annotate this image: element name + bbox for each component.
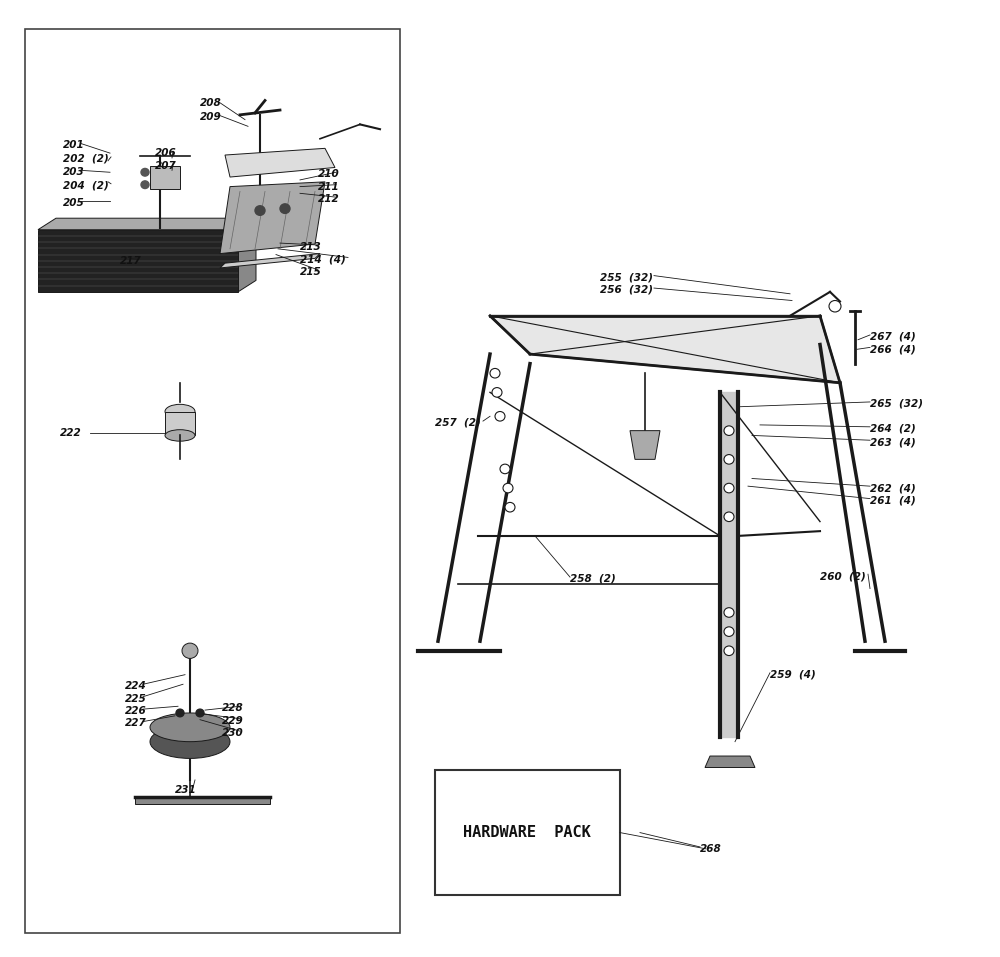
Text: 264  (2): 264 (2) — [870, 424, 916, 434]
Circle shape — [500, 464, 510, 474]
Circle shape — [492, 388, 502, 397]
Text: 258  (2): 258 (2) — [570, 574, 616, 584]
Text: 201: 201 — [63, 141, 85, 150]
Circle shape — [176, 709, 184, 717]
Circle shape — [724, 426, 734, 435]
Bar — [135, 796, 270, 804]
Text: 229: 229 — [222, 716, 244, 725]
Circle shape — [495, 412, 505, 421]
Bar — [165, 412, 195, 435]
Circle shape — [505, 502, 515, 512]
Polygon shape — [150, 166, 180, 189]
Polygon shape — [38, 218, 256, 230]
Text: 255  (32): 255 (32) — [600, 273, 653, 282]
Text: 227: 227 — [125, 719, 147, 728]
Polygon shape — [630, 431, 660, 459]
Polygon shape — [490, 316, 840, 383]
Text: 268: 268 — [700, 844, 722, 854]
Text: 214  (4): 214 (4) — [300, 255, 346, 264]
Circle shape — [724, 608, 734, 617]
Text: 209: 209 — [200, 112, 222, 122]
Text: 260  (2): 260 (2) — [820, 571, 866, 581]
Text: 230: 230 — [222, 728, 244, 738]
Text: 259  (4): 259 (4) — [770, 670, 816, 679]
Circle shape — [724, 483, 734, 493]
Text: 210: 210 — [318, 169, 340, 179]
Circle shape — [182, 643, 198, 658]
Text: 213: 213 — [300, 242, 322, 252]
Text: 204  (2): 204 (2) — [63, 181, 109, 190]
Circle shape — [280, 204, 290, 213]
Circle shape — [829, 300, 841, 312]
Text: 208: 208 — [200, 99, 222, 108]
Bar — [25, 29, 400, 933]
Circle shape — [724, 455, 734, 464]
Text: 207: 207 — [155, 161, 177, 170]
Text: 211: 211 — [318, 182, 340, 191]
Circle shape — [490, 368, 500, 378]
Text: HARDWARE  PACK: HARDWARE PACK — [463, 825, 591, 840]
Text: 206: 206 — [155, 148, 177, 158]
Text: 205: 205 — [63, 198, 85, 208]
Text: 263  (4): 263 (4) — [870, 437, 916, 447]
Circle shape — [724, 646, 734, 656]
Ellipse shape — [150, 713, 230, 742]
Text: 228: 228 — [222, 703, 244, 713]
Polygon shape — [220, 182, 325, 254]
Text: 203: 203 — [63, 167, 85, 177]
Text: 202  (2): 202 (2) — [63, 154, 109, 164]
Text: 231: 231 — [175, 785, 197, 794]
Polygon shape — [38, 230, 238, 292]
Circle shape — [196, 709, 204, 717]
Text: 212: 212 — [318, 194, 340, 204]
Text: 225: 225 — [125, 694, 147, 703]
Text: 222: 222 — [60, 428, 82, 437]
Text: 256  (32): 256 (32) — [600, 285, 653, 295]
Polygon shape — [225, 148, 335, 177]
Text: 265  (32): 265 (32) — [870, 399, 923, 409]
Circle shape — [503, 483, 513, 493]
Text: 267  (4): 267 (4) — [870, 332, 916, 342]
Polygon shape — [705, 756, 755, 768]
Polygon shape — [238, 218, 256, 292]
Text: 217: 217 — [120, 256, 142, 266]
Ellipse shape — [165, 430, 195, 441]
Ellipse shape — [150, 725, 230, 758]
Circle shape — [255, 206, 265, 215]
Circle shape — [724, 627, 734, 636]
Polygon shape — [220, 254, 320, 268]
Text: 257  (2): 257 (2) — [435, 418, 481, 428]
Circle shape — [141, 181, 149, 189]
Text: 224: 224 — [125, 681, 147, 691]
Text: 226: 226 — [125, 706, 147, 716]
Text: 266  (4): 266 (4) — [870, 345, 916, 354]
Circle shape — [141, 168, 149, 176]
Text: 215: 215 — [300, 267, 322, 277]
Text: 261  (4): 261 (4) — [870, 496, 916, 505]
Ellipse shape — [165, 404, 195, 418]
Bar — [435, 770, 620, 895]
Circle shape — [724, 512, 734, 522]
Text: 262  (4): 262 (4) — [870, 483, 916, 493]
